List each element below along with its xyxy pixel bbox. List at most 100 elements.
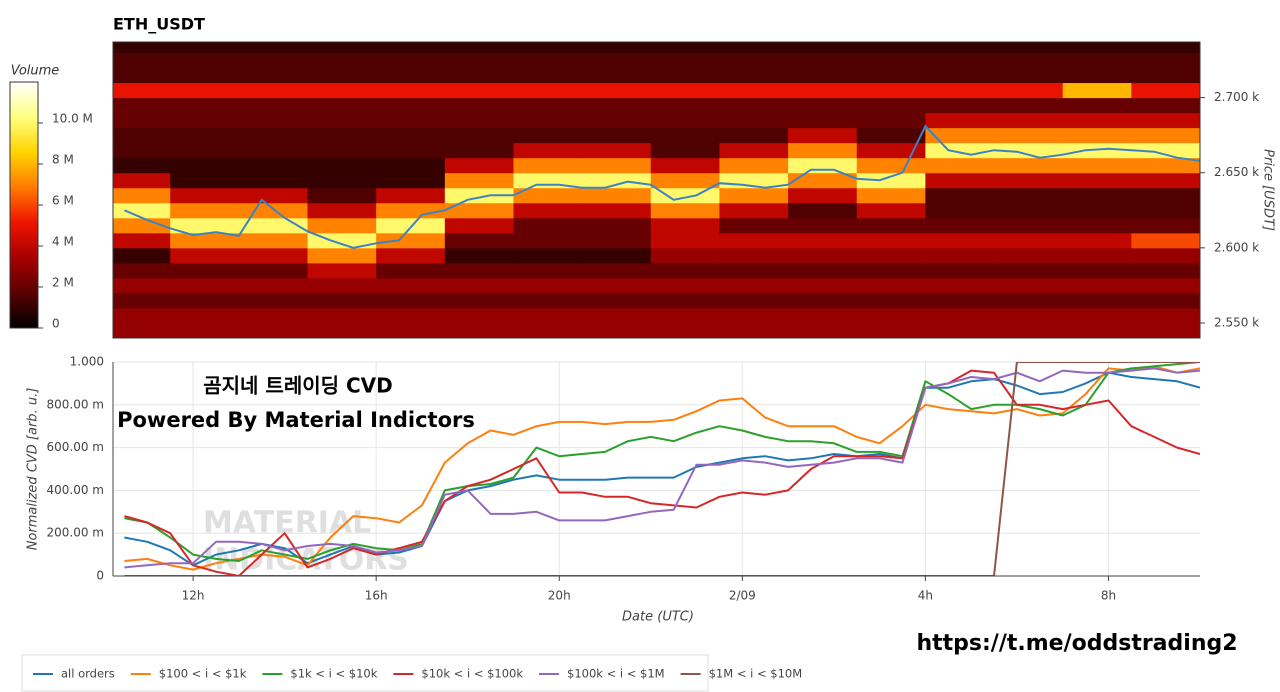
heatmap-cell (1131, 277, 1200, 294)
heatmap-cell (238, 67, 309, 84)
heatmap-cell (650, 262, 720, 279)
heatmap-cell (719, 142, 789, 159)
heatmap-cell (788, 42, 858, 54)
x-tick-label: 20h (548, 589, 571, 603)
heatmap-cell (513, 232, 583, 249)
heatmap-cell (650, 232, 720, 249)
heatmap-cell (719, 202, 789, 219)
heatmap-cell (376, 232, 446, 249)
heatmap-cell (719, 157, 789, 174)
x-axis-label: Date (UTC) (622, 610, 694, 625)
heatmap-cell (238, 82, 309, 99)
heatmap-cell (513, 217, 583, 234)
heatmap-cell (925, 67, 995, 84)
heatmap-cell (650, 217, 720, 234)
heatmap-cell (444, 247, 514, 264)
heatmap-cell (1062, 232, 1132, 249)
heatmap-cell (1131, 142, 1200, 159)
heatmap-cell (994, 247, 1064, 264)
heatmap-cell (788, 292, 858, 309)
heatmap-cell (376, 127, 446, 144)
heatmap-cell (113, 172, 171, 189)
heatmap-cell (307, 322, 377, 338)
heatmap-cell (856, 217, 926, 234)
heatmap-cell (376, 172, 446, 189)
heatmap-cell (238, 232, 309, 249)
heatmap-cell (113, 97, 171, 114)
heatmap-cell (1131, 82, 1200, 99)
heatmap-cell (376, 247, 446, 264)
heatmap-cell (788, 82, 858, 99)
heatmap-cell (170, 187, 240, 204)
heatmap-cell (513, 202, 583, 219)
heatmap-cell (376, 202, 446, 219)
heatmap-cell (1062, 202, 1132, 219)
heatmap-cell (719, 307, 789, 324)
heatmap-cell (513, 307, 583, 324)
heatmap-cell (925, 217, 995, 234)
heatmap-cell (307, 172, 377, 189)
heatmap-cell (444, 52, 514, 69)
heatmap-cell (582, 172, 652, 189)
heatmap-cell (582, 247, 652, 264)
heatmap-cell (170, 217, 240, 234)
heatmap-cell (856, 82, 926, 99)
heatmap-cell (376, 262, 446, 279)
heatmap-cell (513, 157, 583, 174)
heatmap-cell (170, 142, 240, 159)
heatmap-cell (170, 292, 240, 309)
heatmap-cell (1131, 67, 1200, 84)
heatmap-cell (1062, 322, 1132, 338)
heatmap-cell (170, 307, 240, 324)
heatmap-cell (444, 292, 514, 309)
heatmap-cell (650, 127, 720, 144)
y-tick-label: 400.00 m (47, 483, 105, 497)
heatmap-cell (856, 187, 926, 204)
heatmap-cell (650, 202, 720, 219)
heatmap-cell (1131, 127, 1200, 144)
heatmap-cell (170, 82, 240, 99)
heatmap-cell (788, 262, 858, 279)
heatmap-cell (307, 42, 377, 54)
heatmap-cell (582, 67, 652, 84)
heatmap-cell (719, 277, 789, 294)
heatmap-cell (994, 202, 1064, 219)
heatmap-cell (113, 42, 171, 54)
heatmap-cell (170, 52, 240, 69)
price-line (124, 124, 1200, 249)
heatmap-cell (513, 67, 583, 84)
legend-label: $1M < i < $10M (709, 667, 803, 681)
heatmap-cell (994, 262, 1064, 279)
heatmap-cell (650, 67, 720, 84)
heatmap-cell (856, 322, 926, 338)
heatmap-cell (444, 172, 514, 189)
heatmap-cell (582, 232, 652, 249)
heatmap-cell (113, 187, 171, 204)
heatmap-cell (513, 262, 583, 279)
series-line (124, 369, 1200, 576)
heatmap-cell (1131, 322, 1200, 338)
heatmap-cell (719, 52, 789, 69)
heatmap-cell (650, 142, 720, 159)
heatmap-cell (307, 202, 377, 219)
heatmap-cell (719, 247, 789, 264)
heatmap-cell (1062, 262, 1132, 279)
heatmap-cell (994, 322, 1064, 338)
heatmap-cell (719, 322, 789, 338)
heatmap-cell (1062, 307, 1132, 324)
heatmap-cell (238, 142, 309, 159)
heatmap-cell (444, 97, 514, 114)
heatmap-cell (513, 97, 583, 114)
colorbar (9, 81, 39, 329)
heatmap-cell (113, 322, 171, 338)
heatmap-cell (1062, 292, 1132, 309)
heatmap-cell (719, 82, 789, 99)
heatmap-cell (513, 247, 583, 264)
y-tick-label: 200.00 m (47, 526, 105, 540)
heatmap-cell (856, 232, 926, 249)
heatmap-cell (444, 262, 514, 279)
heatmap-cell (513, 172, 583, 189)
x-tick-label: 8h (1101, 589, 1116, 603)
legend-label: $100k < i < $1M (567, 667, 665, 681)
